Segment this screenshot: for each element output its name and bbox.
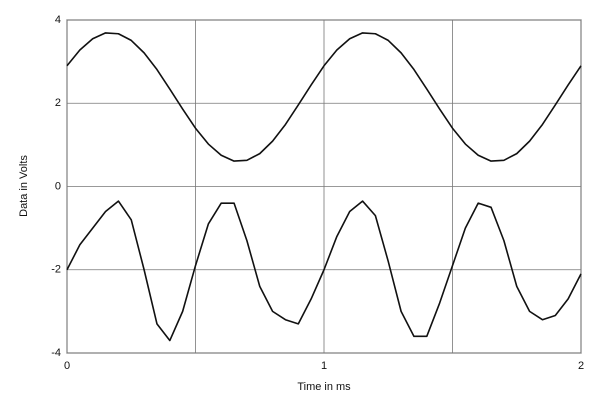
series-line	[66, 200, 582, 342]
y-tick-label: 4	[55, 14, 61, 26]
x-axis-label: Time in ms	[297, 381, 351, 393]
x-tick-label: 1	[321, 360, 327, 372]
y-axis-label: Data in Volts	[18, 155, 30, 217]
x-tick-label: 0	[64, 360, 70, 372]
y-tick-label: -4	[51, 347, 61, 359]
y-tick-label: 2	[55, 97, 61, 109]
x-tick-label: 2	[578, 360, 584, 372]
y-tick-label: -2	[51, 264, 61, 276]
series-line	[66, 32, 582, 162]
y-tick-label: 0	[55, 180, 61, 192]
